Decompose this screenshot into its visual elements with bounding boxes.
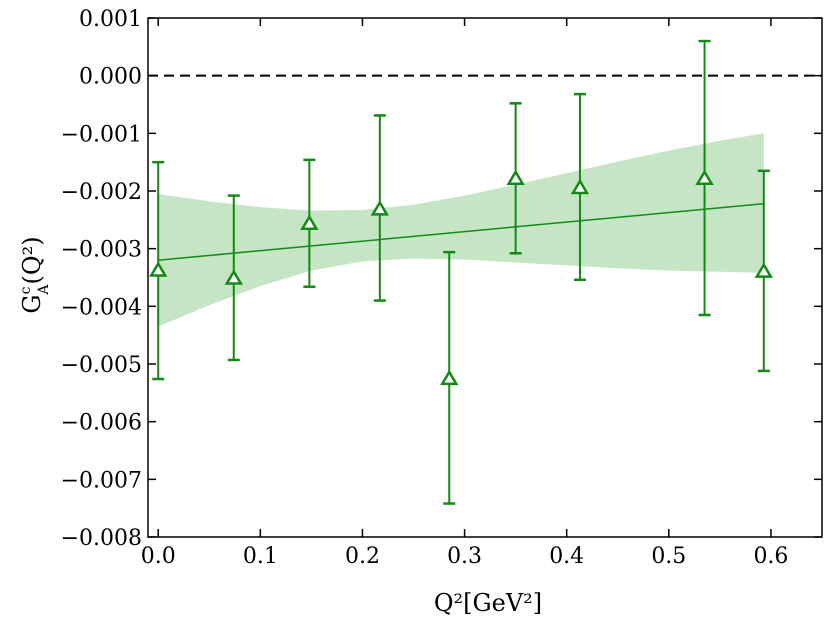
y-axis-label-main: G xyxy=(18,294,46,313)
triangle-marker xyxy=(754,262,773,278)
triangle-marker xyxy=(506,169,525,186)
y-axis-label: Gc A(Q²) xyxy=(18,236,52,313)
y-axis-label-sup: c xyxy=(18,286,34,294)
confidence-band-layer xyxy=(158,133,764,327)
data-point-7 xyxy=(695,39,714,317)
y-tick-label: −0.007 xyxy=(61,468,142,493)
x-tick-label: 0.3 xyxy=(447,544,482,569)
data-points-layer xyxy=(149,39,773,505)
fit-line-layer xyxy=(158,202,764,261)
y-tick-label: 0.000 xyxy=(79,65,142,90)
x-tick-label: 0.1 xyxy=(243,544,278,569)
triangle-marker xyxy=(370,199,390,216)
plot-frame xyxy=(147,17,823,538)
y-tick-label: −0.002 xyxy=(61,180,142,205)
x-tick-label: 0.5 xyxy=(651,544,686,569)
triangle-marker xyxy=(300,214,319,231)
y-axis-label-sub: A xyxy=(36,284,52,296)
y-tick-label: −0.001 xyxy=(61,122,142,147)
data-point-2 xyxy=(300,158,319,288)
triangle-marker xyxy=(440,369,459,386)
y-tick-label: 0.001 xyxy=(79,7,142,32)
data-point-8 xyxy=(754,169,773,373)
x-axis-label: Q²[GeV²] xyxy=(434,589,542,617)
y-tick-label: −0.005 xyxy=(61,353,142,378)
y-axis-label-tail: (Q²) xyxy=(18,236,46,284)
data-point-1 xyxy=(224,194,243,362)
y-tick-label: −0.006 xyxy=(61,411,142,436)
y-tick-label: −0.008 xyxy=(61,526,142,551)
data-point-4 xyxy=(440,250,459,505)
triangle-marker xyxy=(695,169,714,186)
data-point-6 xyxy=(570,92,590,282)
fit-line xyxy=(158,202,764,261)
y-tick-label: −0.003 xyxy=(61,238,142,263)
data-point-0 xyxy=(149,160,168,381)
ticks-layer: 0.0 0.1 0.2 0.3 0.4 0.5 0.6 0.001 0.000 −0.001 −0.… xyxy=(61,7,822,569)
x-tick-label: 0.0 xyxy=(141,544,176,569)
data-point-3 xyxy=(370,114,390,302)
confidence-band xyxy=(158,133,764,327)
triangle-marker xyxy=(149,261,168,277)
x-tick-label: 0.6 xyxy=(753,544,788,569)
triangle-marker xyxy=(570,178,590,195)
x-tick-label: 0.4 xyxy=(549,544,584,569)
x-tick-label: 0.2 xyxy=(345,544,380,569)
triangle-marker xyxy=(224,269,243,285)
data-point-5 xyxy=(506,102,525,255)
y-tick-label: −0.004 xyxy=(61,295,142,320)
